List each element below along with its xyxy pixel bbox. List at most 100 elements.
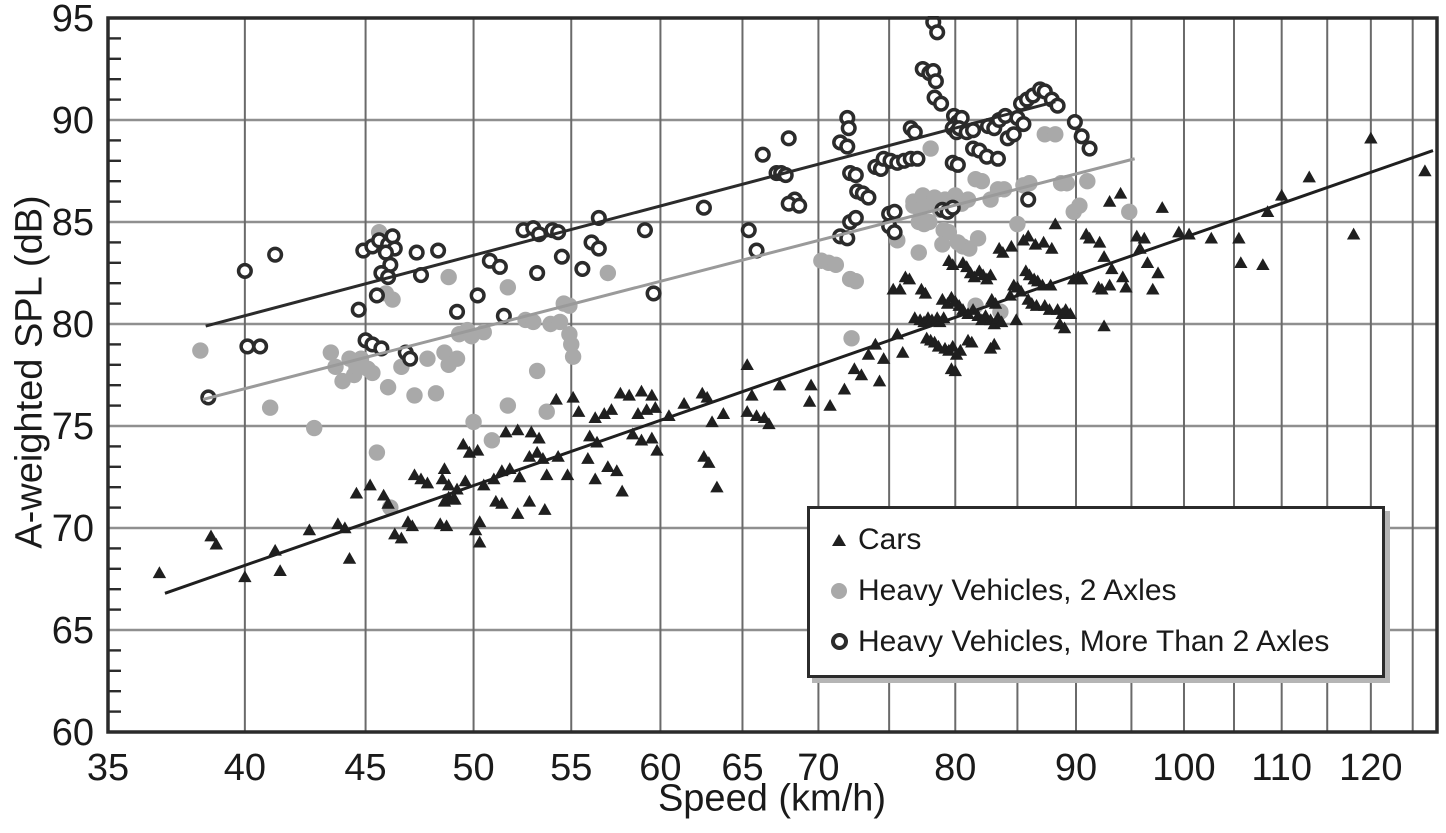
data-point xyxy=(532,431,546,444)
data-point xyxy=(823,399,837,411)
data-point xyxy=(973,173,991,190)
data-point xyxy=(468,523,483,536)
data-point xyxy=(615,484,629,497)
x-tick-label: 50 xyxy=(452,747,494,789)
data-point xyxy=(837,382,852,395)
data-point xyxy=(626,427,640,440)
data-point xyxy=(634,384,649,397)
data-point xyxy=(491,258,508,275)
x-tick-label: 120 xyxy=(1339,747,1402,789)
x-tick-labels: 35 40 45 50 55 60 65 70 80 90 100 110 120 xyxy=(87,747,1403,789)
data-point xyxy=(847,209,864,226)
data-point xyxy=(949,348,964,360)
data-point xyxy=(551,313,569,331)
data-point xyxy=(1172,225,1186,238)
data-point xyxy=(840,120,857,137)
trend-line xyxy=(202,157,1136,401)
data-point xyxy=(1021,229,1035,242)
data-point xyxy=(996,246,1010,258)
data-point xyxy=(1232,231,1246,244)
data-point xyxy=(405,519,420,532)
data-point xyxy=(645,285,662,302)
data-point xyxy=(549,392,563,405)
data-point xyxy=(469,287,486,304)
data-point xyxy=(440,268,457,286)
data-point xyxy=(860,189,877,206)
data-point xyxy=(740,405,754,417)
data-point xyxy=(847,167,864,184)
data-point xyxy=(334,372,351,390)
data-point xyxy=(645,431,659,444)
data-point xyxy=(705,415,719,428)
data-point xyxy=(363,478,377,491)
data-point xyxy=(994,315,1009,328)
data-point xyxy=(1063,307,1077,319)
x-axis-title: Speed (km/h) xyxy=(657,777,887,820)
y-tick-label: 80 xyxy=(52,304,94,346)
x-tick-label: 80 xyxy=(934,747,976,789)
data-point xyxy=(435,472,450,485)
data-point xyxy=(440,356,457,373)
data-point xyxy=(716,407,731,419)
data-point xyxy=(949,234,967,251)
data-point xyxy=(762,417,776,430)
data-point xyxy=(597,407,611,419)
data-point xyxy=(989,150,1006,167)
data-point xyxy=(1058,175,1076,192)
data-point xyxy=(510,423,525,436)
data-point xyxy=(588,411,602,424)
data-point xyxy=(1234,256,1248,268)
y-tick-label: 75 xyxy=(52,406,94,448)
data-point xyxy=(458,474,473,487)
data-point xyxy=(1105,262,1119,275)
data-point xyxy=(384,228,401,245)
data-point xyxy=(441,478,456,491)
data-point xyxy=(1097,250,1111,262)
data-point xyxy=(1057,321,1072,334)
data-point xyxy=(560,468,575,481)
data-point xyxy=(1009,313,1023,326)
data-point xyxy=(839,138,856,155)
x-tick-label: 60 xyxy=(639,747,681,789)
data-point xyxy=(622,388,636,401)
data-point xyxy=(306,419,323,437)
data-point xyxy=(1048,217,1062,230)
data-point xyxy=(634,433,649,446)
data-point xyxy=(1137,231,1151,244)
data-point xyxy=(437,462,452,475)
data-point xyxy=(456,437,470,450)
y-axis-title: A-weighted SPL (dB) xyxy=(8,195,51,549)
data-point xyxy=(499,279,517,296)
y-tick-label: 85 xyxy=(52,202,94,244)
y-tick-labels: 60 65 70 75 80 85 90 95 xyxy=(52,0,94,754)
legend-label-heavy-2-axles: Heavy Vehicles, 2 Axles xyxy=(858,574,1177,607)
data-point xyxy=(804,378,818,391)
trend-lines xyxy=(164,100,1434,595)
data-point xyxy=(909,150,926,167)
data-point xyxy=(209,537,223,550)
data-point xyxy=(1113,186,1128,199)
data-point xyxy=(563,336,580,353)
data-point xyxy=(933,95,950,112)
data-point xyxy=(538,503,552,515)
data-point xyxy=(1102,278,1117,291)
data-point xyxy=(1047,126,1064,143)
x-tick-label: 70 xyxy=(797,747,839,789)
data-point xyxy=(710,480,724,493)
y-tick-label: 95 xyxy=(52,0,94,40)
data-point xyxy=(946,339,960,352)
data-point xyxy=(604,403,619,415)
data-point xyxy=(376,488,391,501)
data-point xyxy=(322,344,340,361)
data-point xyxy=(420,476,435,489)
data-point xyxy=(512,470,527,483)
data-point xyxy=(499,425,513,438)
data-point xyxy=(702,456,716,468)
data-point xyxy=(350,301,367,318)
plot-frame xyxy=(106,16,1439,734)
x-tick-label: 110 xyxy=(1251,747,1312,789)
data-point xyxy=(1082,231,1097,244)
data-point xyxy=(749,409,764,421)
data-point xyxy=(192,342,209,359)
data-point xyxy=(1092,235,1107,248)
